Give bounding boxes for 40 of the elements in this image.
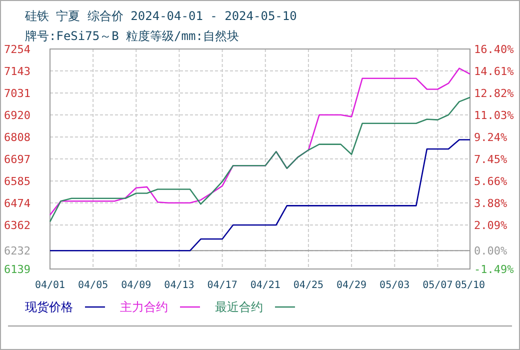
y-tick-label: 6362 bbox=[4, 218, 30, 232]
y-tick-label: 6232 bbox=[4, 244, 30, 258]
y-tick-label: 6139 bbox=[4, 262, 30, 276]
x-tick-label: 05/07 bbox=[422, 280, 453, 291]
x-tick-label: 04/29 bbox=[336, 280, 367, 291]
x-tick-label: 04/13 bbox=[164, 280, 194, 291]
line-series bbox=[49, 96, 471, 222]
y2-tick-label: 16.40% bbox=[474, 42, 514, 56]
x-tick-label: 04/17 bbox=[207, 280, 238, 291]
y-tick-label: 7254 bbox=[4, 42, 31, 56]
legend-label: 现货价格 bbox=[25, 300, 73, 314]
y-tick-label: 6585 bbox=[4, 174, 30, 188]
x-tick-label: 04/05 bbox=[78, 280, 108, 291]
y2-tick-label: 9.24% bbox=[474, 130, 508, 144]
y-tick-label: 7031 bbox=[4, 86, 30, 100]
x-tick-label: 04/25 bbox=[293, 280, 324, 291]
y2-tick-label: 0.00% bbox=[474, 244, 508, 258]
chart-title: 硅铁 宁夏 综合价 2024-04-01 - 2024-05-10 bbox=[24, 9, 297, 23]
y-tick-label: 6474 bbox=[4, 196, 31, 210]
y2-tick-label: 7.45% bbox=[474, 152, 508, 166]
x-tick-label: 04/21 bbox=[250, 280, 280, 291]
y2-tick-label: -1.49% bbox=[474, 262, 514, 276]
y2-tick-label: 11.03% bbox=[474, 108, 514, 122]
x-tick-label: 05/03 bbox=[380, 280, 410, 291]
y-tick-label: 6920 bbox=[4, 108, 30, 122]
x-tick-label: 05/10 bbox=[454, 280, 486, 291]
y2-tick-label: 14.61% bbox=[474, 64, 514, 78]
y-tick-label: 6808 bbox=[4, 130, 30, 144]
x-tick-label: 04/09 bbox=[121, 280, 152, 291]
y-tick-label: 6697 bbox=[4, 152, 30, 166]
y2-tick-label: 5.66% bbox=[474, 174, 508, 188]
y2-tick-label: 12.82% bbox=[474, 86, 514, 100]
legend-label: 最近合约 bbox=[215, 300, 263, 314]
y-tick-label: 7143 bbox=[4, 64, 30, 78]
x-tick-label: 04/01 bbox=[34, 280, 66, 291]
y2-tick-label: 2.09% bbox=[474, 218, 508, 232]
line-series bbox=[49, 139, 471, 252]
y2-tick-label: 3.88% bbox=[474, 196, 508, 210]
chart-subtitle: 牌号:FeSi75～B 粒度等级/mm:自然块 bbox=[25, 29, 239, 43]
legend-label: 主力合约 bbox=[120, 300, 168, 314]
